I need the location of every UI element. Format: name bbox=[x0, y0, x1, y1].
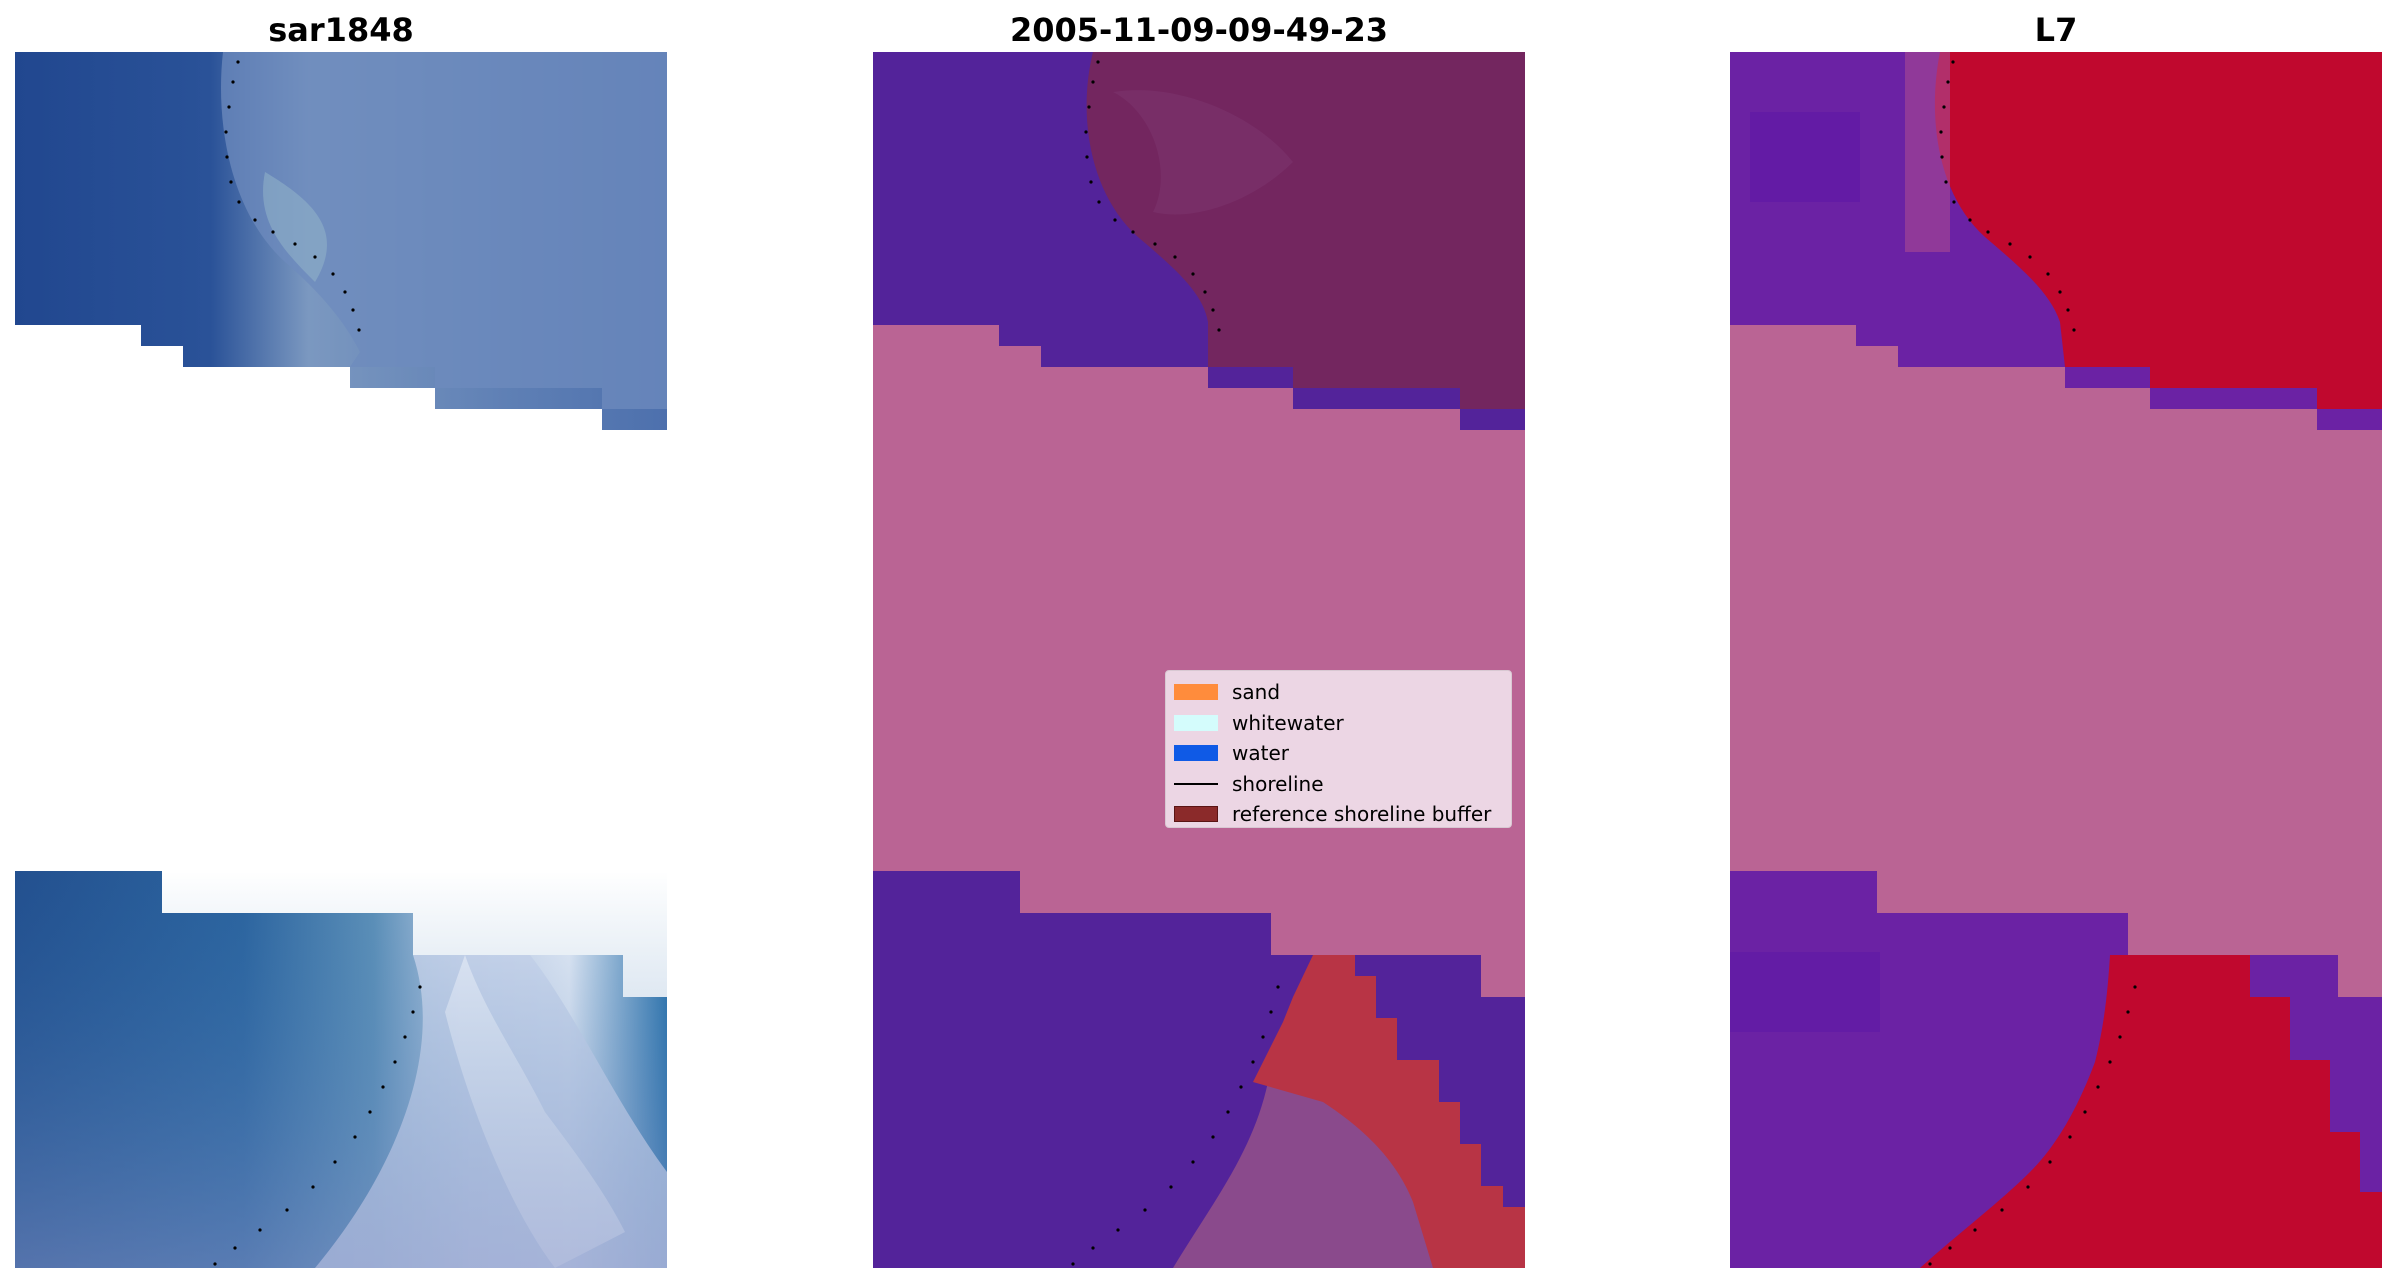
legend-label-reference-buffer: reference shoreline buffer bbox=[1232, 802, 1492, 827]
legend-item-reference-buffer: reference shoreline buffer bbox=[1174, 799, 1503, 830]
legend-item-whitewater: whitewater bbox=[1174, 708, 1503, 739]
legend-swatch-sand bbox=[1174, 684, 1218, 701]
legend-swatch-reference-buffer bbox=[1174, 806, 1218, 823]
rgb-top-land bbox=[220, 52, 667, 409]
legend-swatch-water bbox=[1174, 745, 1218, 762]
legend-label-shoreline: shoreline bbox=[1232, 771, 1324, 796]
shoreline-dots-rgb bbox=[213, 60, 422, 1266]
classified-image-panel bbox=[873, 52, 1525, 1268]
panel-title-index: L7 bbox=[2034, 11, 2078, 49]
legend-swatch-whitewater bbox=[1174, 714, 1218, 731]
index-top-land bbox=[1934, 52, 2382, 409]
legend-item-water: water bbox=[1174, 738, 1503, 769]
classified-nodata-overlay bbox=[873, 325, 1525, 997]
index-bottom-land bbox=[1920, 955, 2382, 1268]
shoreline-dots-classified bbox=[1071, 60, 1280, 1266]
legend-item-shoreline: shoreline bbox=[1174, 769, 1503, 800]
legend-label-sand: sand bbox=[1232, 680, 1281, 705]
legend-label-whitewater: whitewater bbox=[1232, 710, 1344, 735]
panel-title-classified: 2005-11-09-09-49-23 bbox=[1009, 11, 1389, 49]
rgb-image-panel bbox=[15, 52, 667, 1268]
legend-swatch-shoreline bbox=[1174, 782, 1218, 785]
legend: sand whitewater water shoreline referenc… bbox=[1165, 670, 1512, 828]
classified-buffer bbox=[1253, 955, 1525, 1268]
legend-label-water: water bbox=[1232, 741, 1289, 766]
legend-item-sand: sand bbox=[1174, 677, 1503, 708]
panel-title-rgb: sar1848 bbox=[268, 11, 414, 49]
index-nodata-overlay bbox=[1730, 325, 2382, 997]
shoreline-dots-index bbox=[1928, 60, 2137, 1266]
index-image-panel bbox=[1730, 52, 2382, 1268]
